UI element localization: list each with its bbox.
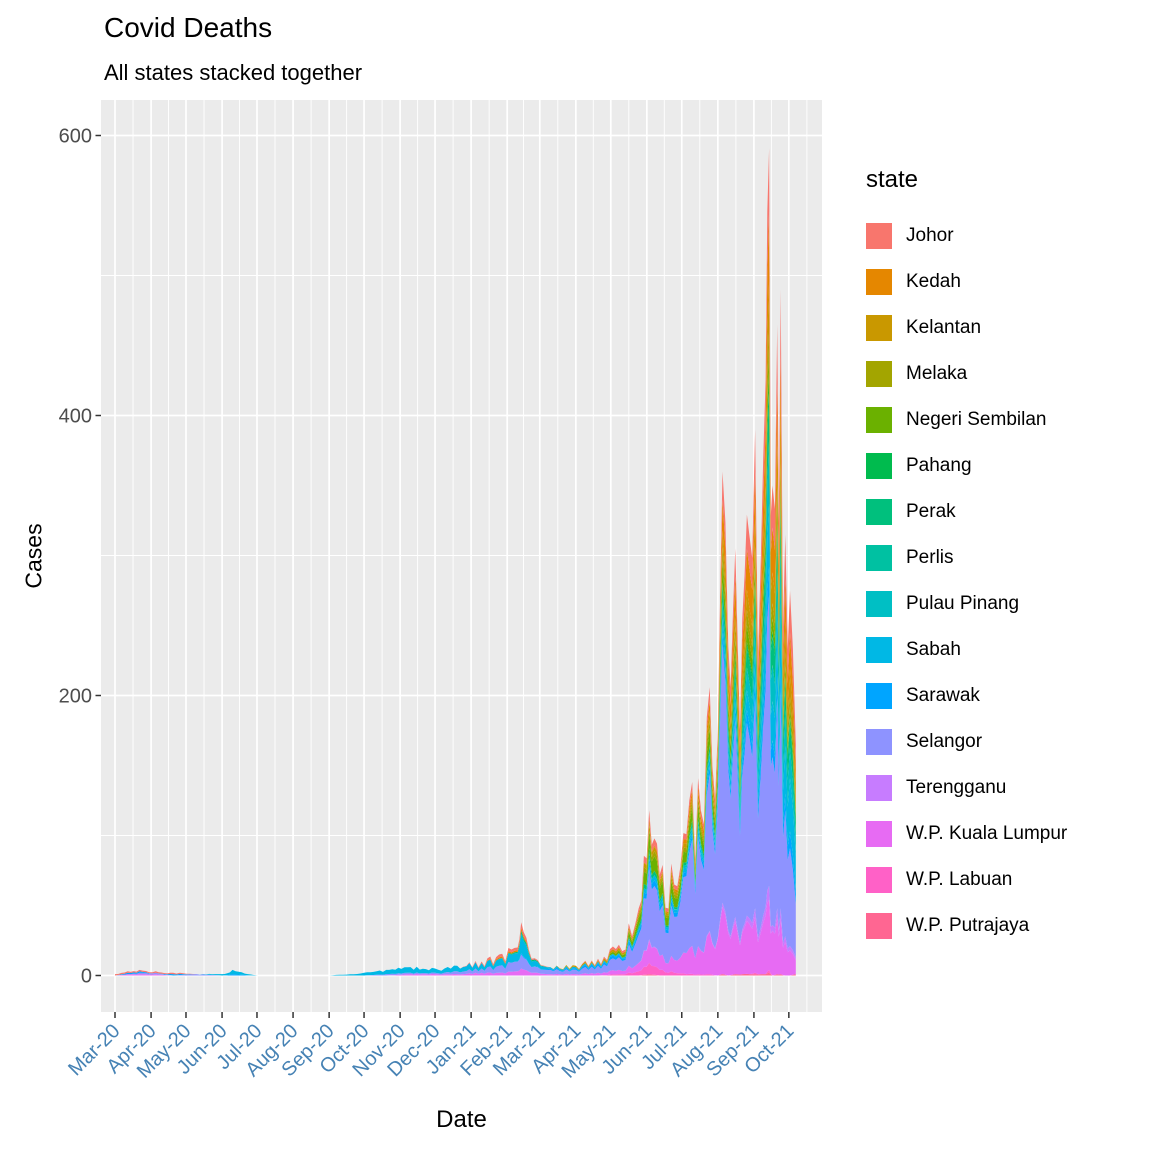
legend-key-pahang <box>866 452 892 479</box>
legend-item-sabah: Sabah <box>866 627 1146 673</box>
legend-title: state <box>866 166 919 193</box>
legend-item-selangor: Selangor <box>866 719 1146 765</box>
legend-label-kelantan: Kelantan <box>906 316 982 338</box>
y-tick-label-400: 400 <box>59 406 92 428</box>
legend-label-negeri-sembilan: Negeri Sembilan <box>906 408 1047 430</box>
y-axis-title: Cases <box>20 523 47 589</box>
legend-item-kelantan: Kelantan <box>866 305 1146 351</box>
legend-key-kelantan <box>866 314 892 341</box>
legend-item-terengganu: Terengganu <box>866 765 1146 811</box>
legend-key-melaka <box>866 360 892 387</box>
legend-label-selangor: Selangor <box>906 730 983 752</box>
legend-key-negeri-sembilan <box>866 406 892 433</box>
y-tick-label-200: 200 <box>59 686 92 708</box>
y-axis-tick-labels: 0 200 400 600 <box>59 126 92 988</box>
legend-label-pahang: Pahang <box>906 454 972 476</box>
legend-label-perlis: Perlis <box>906 546 954 568</box>
area-w-p-kuala-lumpur <box>115 899 796 976</box>
legend-item-perlis: Perlis <box>866 535 1146 581</box>
chart-subtitle: All states stacked together <box>104 60 363 85</box>
legend-key-kedah <box>866 268 892 295</box>
legend-item-pulau-pinang: Pulau Pinang <box>866 581 1146 627</box>
y-tick-label-0: 0 <box>81 966 92 988</box>
legend-item-johor: Johor <box>866 213 1146 259</box>
legend-item-w-p-labuan: W.P. Labuan <box>866 857 1146 903</box>
legend-label-w-p-kuala-lumpur: W.P. Kuala Lumpur <box>906 822 1068 844</box>
legend-label-sarawak: Sarawak <box>906 684 980 706</box>
stacked-areas <box>115 148 796 976</box>
axis-ticks <box>95 134 790 1018</box>
legend-label-w-p-labuan: W.P. Labuan <box>906 868 1013 890</box>
legend-label-pulau-pinang: Pulau Pinang <box>906 592 1020 614</box>
legend-label-kedah: Kedah <box>906 270 961 292</box>
legend-label-sabah: Sabah <box>906 638 961 660</box>
legend-item-negeri-sembilan: Negeri Sembilan <box>866 397 1146 443</box>
legend-key-perlis <box>866 544 892 571</box>
legend-key-w-p-putrajaya <box>866 912 892 939</box>
legend-label-terengganu: Terengganu <box>906 776 1007 798</box>
legend-key-perak <box>866 498 892 525</box>
legend: state Johor Kedah Kelantan Melaka Negeri Sem… <box>866 166 1146 949</box>
legend-item-melaka: Melaka <box>866 351 1146 397</box>
legend-key-sabah <box>866 636 892 663</box>
x-axis-title: Date <box>436 1106 487 1133</box>
legend-items: Johor Kedah Kelantan Melaka Negeri Sembilan P… <box>866 213 1146 949</box>
legend-label-w-p-putrajaya: W.P. Putrajaya <box>906 914 1030 936</box>
legend-label-johor: Johor <box>906 224 954 246</box>
legend-item-kedah: Kedah <box>866 259 1146 305</box>
chart-title: Covid Deaths <box>104 12 273 43</box>
legend-key-pulau-pinang <box>866 590 892 617</box>
legend-key-sarawak <box>866 682 892 709</box>
legend-item-w-p-putrajaya: W.P. Putrajaya <box>866 903 1146 949</box>
legend-key-johor <box>866 222 892 249</box>
legend-item-sarawak: Sarawak <box>866 673 1146 719</box>
legend-label-melaka: Melaka <box>906 362 968 384</box>
legend-key-terengganu <box>866 774 892 801</box>
legend-key-w-p-kuala-lumpur <box>866 820 892 847</box>
legend-key-selangor <box>866 728 892 755</box>
x-axis-tick-labels: Mar-20Apr-20May-20Jun-20Jul-20Aug-20Sep-… <box>64 1020 798 1083</box>
legend-label-perak: Perak <box>906 500 956 522</box>
y-tick-label-600: 600 <box>59 126 92 148</box>
legend-item-w-p-kuala-lumpur: W.P. Kuala Lumpur <box>866 811 1146 857</box>
legend-item-pahang: Pahang <box>866 443 1146 489</box>
legend-item-perak: Perak <box>866 489 1146 535</box>
legend-key-w-p-labuan <box>866 866 892 893</box>
